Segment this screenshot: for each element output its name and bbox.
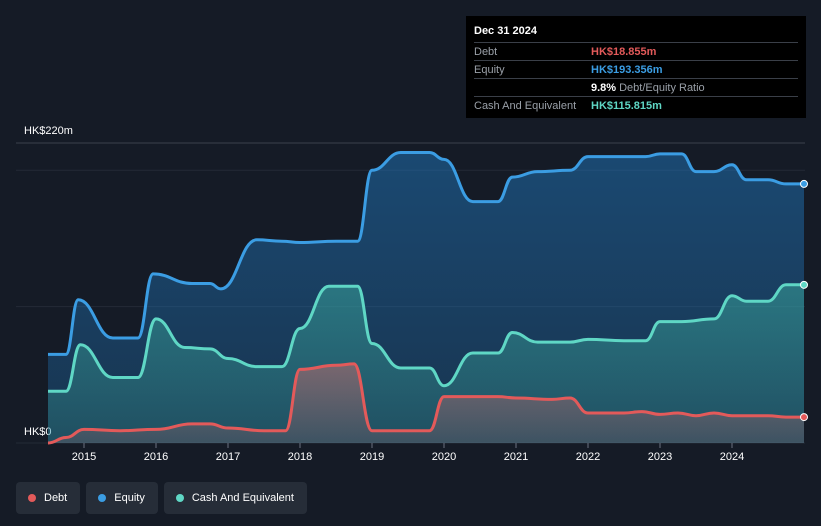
tooltip-date: Dec 31 2024: [474, 25, 537, 37]
data-tooltip: Dec 31 2024 Debt HK$18.855m Equity HK$19…: [466, 16, 806, 118]
equity-dot-icon: [98, 494, 107, 502]
tooltip-row-cash: Cash And Equivalent HK$115.815m: [474, 96, 798, 114]
tooltip-equity-value: HK$193.356m: [591, 63, 663, 76]
x-tick-label: 2020: [432, 451, 456, 463]
tooltip-cash-value: HK$115.815m: [591, 99, 662, 112]
x-tick-label: 2019: [360, 451, 384, 463]
debt-line: [47, 362, 804, 445]
legend-item-debt[interactable]: Debt: [16, 482, 81, 514]
x-tick-label: 2018: [288, 451, 312, 463]
tooltip-debt-value: HK$18.855m: [591, 45, 657, 58]
cash-and-equivalent-end-point: [800, 280, 808, 289]
chart-legend: Debt Equity Cash And Equivalent: [16, 482, 307, 514]
tooltip-cash-label: Cash And Equivalent: [474, 99, 577, 112]
cash-and-equivalent-line: [48, 283, 804, 393]
y-tick-label: HK$220m: [24, 125, 73, 137]
x-tick-label: 2017: [216, 451, 240, 463]
debt-area: [48, 363, 804, 443]
tooltip-ratio-value: 9.8%: [591, 81, 617, 94]
legend-debt-label: Debt: [44, 492, 68, 504]
cash-and-equivalent-area: [48, 284, 804, 443]
legend-cash-label: Cash And Equivalent: [191, 492, 294, 504]
debt-end-point: [800, 413, 808, 422]
x-tick-label: 2021: [504, 451, 528, 463]
tooltip-row-ratio: 9.8% Debt/Equity Ratio: [474, 78, 798, 96]
equity-line: [48, 151, 804, 356]
equity-end-point: [800, 179, 808, 188]
legend-item-equity[interactable]: Equity: [86, 482, 158, 514]
y-tick-label: HK$0: [24, 426, 52, 438]
tooltip-equity-label: Equity: [474, 63, 505, 76]
x-tick-label: 2024: [720, 451, 744, 463]
cash-dot-icon: [175, 494, 184, 502]
tooltip-ratio-label: Debt/Equity Ratio: [619, 81, 705, 94]
debt-dot-icon: [28, 494, 36, 502]
legend-equity-label: Equity: [114, 492, 145, 504]
tooltip-row-equity: Equity HK$193.356m: [474, 60, 798, 78]
x-tick-label: 2022: [576, 451, 600, 463]
x-tick-label: 2015: [72, 451, 96, 463]
tooltip-debt-label: Debt: [474, 45, 498, 58]
tooltip-row-debt: Debt HK$18.855m: [474, 42, 798, 60]
x-tick-label: 2016: [144, 451, 168, 463]
legend-item-cash[interactable]: Cash And Equivalent: [163, 482, 307, 514]
x-tick-label: 2023: [648, 451, 672, 463]
